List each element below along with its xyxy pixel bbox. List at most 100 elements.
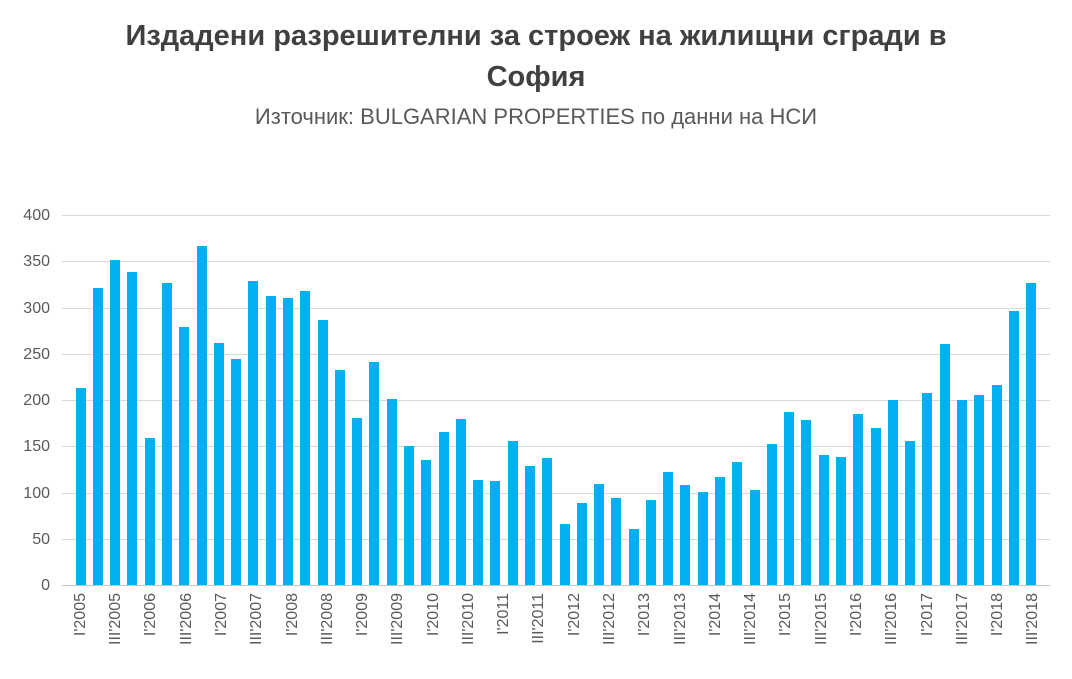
x-tick-slot: III'2012 xyxy=(601,593,619,677)
gridline-400 xyxy=(62,215,1050,216)
x-tick-slot: III'2015 xyxy=(813,593,831,677)
x-tick-label: I'2008 xyxy=(283,593,301,637)
bar-III'2011 xyxy=(524,465,535,586)
x-tick-label: I'2018 xyxy=(989,593,1007,637)
x-tick-slot: III'2014 xyxy=(742,593,760,677)
x-tick-label: III'2016 xyxy=(883,593,901,645)
x-tick-slot xyxy=(795,593,813,677)
x-tick-slot xyxy=(584,593,602,677)
x-tick-slot xyxy=(125,593,143,677)
x-tick-slot: III'2009 xyxy=(389,593,408,677)
gridline-250 xyxy=(62,353,1050,355)
bar-slot xyxy=(435,431,452,586)
x-tick-slot xyxy=(337,593,355,677)
bar-III'2005 xyxy=(110,260,121,586)
x-tick-label: III'2011 xyxy=(530,593,548,644)
bar-slot xyxy=(1022,282,1039,586)
bar-slot xyxy=(124,271,141,586)
bar-slot xyxy=(314,319,331,586)
x-tick-label: III'2013 xyxy=(671,593,689,645)
bar-I'2006 xyxy=(144,438,155,586)
x-tick-label: I'2017 xyxy=(918,593,936,637)
x-tick-slot xyxy=(901,593,919,677)
bar-slot xyxy=(711,476,728,586)
bar-IV'2016 xyxy=(887,400,898,586)
x-tick-label: III'2012 xyxy=(601,593,619,645)
x-tick-slot: III'2006 xyxy=(178,593,196,677)
x-tick-slot: I'2016 xyxy=(848,593,866,677)
bar-IV'2014 xyxy=(749,489,760,586)
x-tick-slot: I'2007 xyxy=(213,593,231,677)
gridline-50 xyxy=(62,538,1050,540)
bar-II'2007 xyxy=(231,359,242,586)
x-tick-slot: I'2009 xyxy=(354,593,372,677)
bar-slot xyxy=(815,454,832,586)
bar-I'2008 xyxy=(283,298,294,586)
y-tick-label: 200 xyxy=(23,392,50,409)
bar-III'2017 xyxy=(939,343,950,586)
x-tick-label: III'2015 xyxy=(812,593,830,645)
x-tick-label: III'2010 xyxy=(459,593,477,645)
x-tick-slot: I'2013 xyxy=(636,593,655,677)
x-tick-label: I'2012 xyxy=(565,593,583,637)
bar-slot xyxy=(452,418,469,586)
bar-slot xyxy=(590,484,607,586)
bar-slot xyxy=(72,388,89,586)
bar-slot xyxy=(850,413,867,586)
bar-slot xyxy=(660,472,677,586)
y-tick-label: 150 xyxy=(23,438,50,456)
x-tick-slot: I'2008 xyxy=(284,593,302,677)
x-tick-slot xyxy=(619,593,637,677)
bar-III'2015 xyxy=(801,419,812,586)
bar-slot xyxy=(763,443,780,586)
x-tick-slot: I'2018 xyxy=(989,593,1007,677)
bar-slot xyxy=(781,412,798,586)
x-tick-slot xyxy=(266,593,284,677)
bar-IV'2009 xyxy=(403,446,414,586)
bar-slot xyxy=(228,359,245,586)
bar-slot xyxy=(988,385,1005,586)
x-tick-label: III'2006 xyxy=(177,593,195,645)
bar-IV'2005 xyxy=(127,271,138,586)
x-tick-label: I'2015 xyxy=(777,593,795,637)
x-tick-slot xyxy=(654,593,672,677)
bar-II'2009 xyxy=(369,362,380,586)
x-tick-label: III'2009 xyxy=(389,593,407,645)
gridline-350 xyxy=(62,261,1050,263)
x-tick-slot xyxy=(936,593,954,677)
bar-slot xyxy=(297,290,314,586)
bar-slot xyxy=(677,485,694,586)
x-tick-label: III'2007 xyxy=(248,593,266,645)
x-tick-slot: I'2010 xyxy=(425,593,443,677)
y-tick-label: 350 xyxy=(23,253,50,271)
x-tick-label: III'2017 xyxy=(953,593,971,645)
bar-II'2013 xyxy=(645,499,656,586)
x-tick-slot: III'2018 xyxy=(1024,593,1043,677)
x-tick-slot xyxy=(442,593,460,677)
bar-I'2013 xyxy=(628,528,639,586)
bar-III'2014 xyxy=(732,462,743,586)
x-tick-label: I'2013 xyxy=(636,593,654,637)
bar-I'2014 xyxy=(697,491,708,586)
x-tick-label: I'2011 xyxy=(495,593,513,635)
bar-slot xyxy=(729,462,746,586)
bar-slot xyxy=(349,417,366,586)
bar-I'2015 xyxy=(766,443,777,586)
bar-slot xyxy=(625,528,642,586)
x-axis: I'2005 III'2005 I'2006 III'2006 I'2007 III'20… xyxy=(62,593,1070,677)
x-tick-label: III'2014 xyxy=(742,593,760,645)
bar-I'2009 xyxy=(352,417,363,586)
bar-IV'2012 xyxy=(611,498,622,586)
bar-IV'2006 xyxy=(196,245,207,586)
gridline-200 xyxy=(62,400,1050,401)
bar-I'2011 xyxy=(490,481,501,586)
x-tick-slot xyxy=(831,593,849,677)
bar-slot xyxy=(210,342,227,586)
bar-slot xyxy=(832,456,849,586)
bar-slot xyxy=(331,370,348,586)
bar-slot xyxy=(884,400,901,586)
bar-slot xyxy=(642,499,659,586)
bar-series xyxy=(62,216,1050,586)
bar-II'2010 xyxy=(438,431,449,586)
